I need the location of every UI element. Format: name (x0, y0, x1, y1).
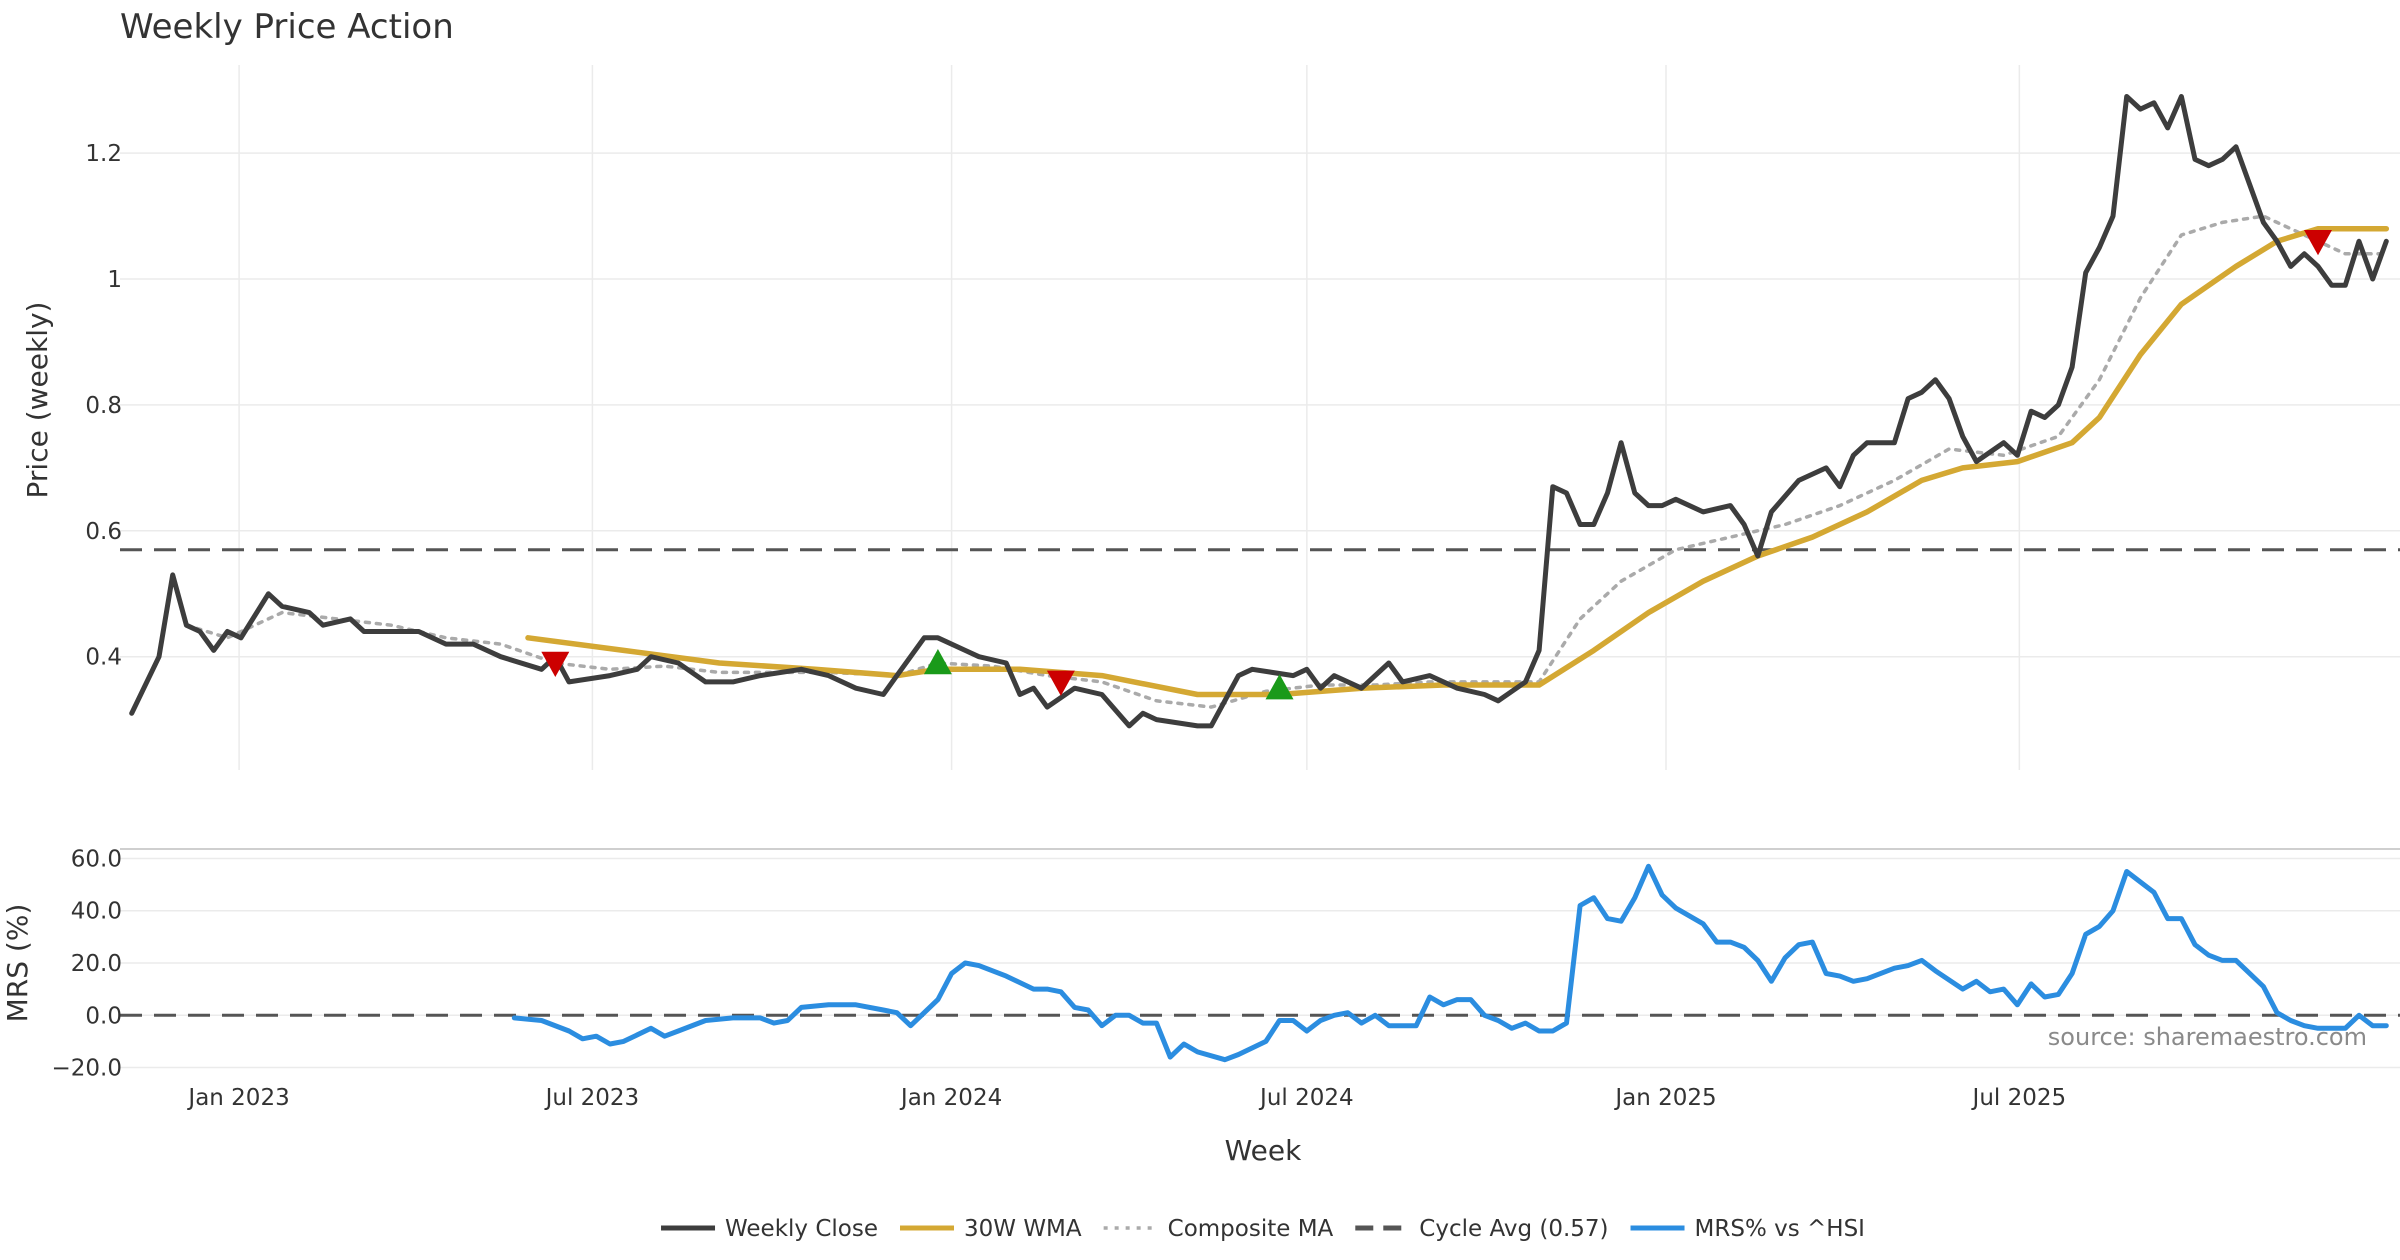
bottom-y-tick-label: 20.0 (71, 951, 122, 977)
top-y-tick-labels: 0.4 0.6 0.8 1 1.2 (85, 141, 122, 671)
top-y-tick-label: 0.4 (85, 645, 122, 671)
sell-signal-marker (1046, 670, 1075, 696)
series-mrs-vs-hsi-line (511, 863, 2389, 1063)
top-y-tick-label: 1 (107, 267, 122, 293)
legend: Weekly Close 30W WMA Composite MA Cycle Avg… (661, 1216, 1865, 1242)
legend-label: Composite MA (1168, 1216, 1334, 1242)
series-30w-wma-line (525, 225, 2390, 698)
x-tick-label: Jan 2024 (899, 1085, 1002, 1111)
x-tick-label: Jan 2023 (186, 1085, 289, 1111)
legend-label: Cycle Avg (0.57) (1419, 1216, 1608, 1242)
bottom-panel-plot (120, 863, 2400, 1063)
legend-label: Weekly Close (725, 1216, 878, 1242)
top-y-tick-label: 0.8 (85, 393, 122, 419)
x-tick-label: Jul 2023 (544, 1085, 640, 1111)
x-tick-labels: Jan 2023 Jul 2023 Jan 2024 Jul 2024 Jan 2025… (186, 1085, 2066, 1111)
buy-signal-marker (923, 648, 952, 675)
legend-label: MRS% vs ^HSI (1695, 1216, 1865, 1242)
series-composite-ma-line (184, 214, 2389, 709)
x-axis-title: Week (1225, 1134, 1302, 1167)
bottom-y-tick-label: 40.0 (71, 899, 122, 925)
bottom-y-tick-label: −20.0 (52, 1056, 122, 1082)
sell-signal-marker (2304, 230, 2333, 256)
top-panel-plot (120, 94, 2400, 729)
bottom-y-tick-label: 60.0 (71, 846, 122, 872)
source-annotation: source: sharemaestro.com (2048, 1023, 2367, 1051)
top-y-tick-label: 0.6 (85, 519, 122, 545)
top-panel-grid (120, 65, 2400, 770)
buy-signal-marker (1265, 674, 1294, 700)
bottom-y-tick-labels: −20.0 0.0 20.0 40.0 60.0 (52, 846, 122, 1081)
x-tick-label: Jul 2025 (1971, 1085, 2067, 1111)
x-tick-label: Jan 2025 (1613, 1085, 1716, 1111)
x-tick-label: Jul 2024 (1258, 1085, 1354, 1111)
sell-signal-marker (541, 651, 570, 677)
top-y-axis-title: Price (weekly) (21, 302, 54, 499)
legend-label: 30W WMA (964, 1216, 1082, 1242)
bottom-y-tick-label: 0.0 (85, 1003, 122, 1029)
top-y-tick-label: 1.2 (85, 141, 122, 167)
series-weekly-close-line (129, 94, 2389, 729)
chart-title: Weekly Price Action (120, 7, 454, 47)
bottom-y-axis-title: MRS (%) (1, 904, 34, 1023)
